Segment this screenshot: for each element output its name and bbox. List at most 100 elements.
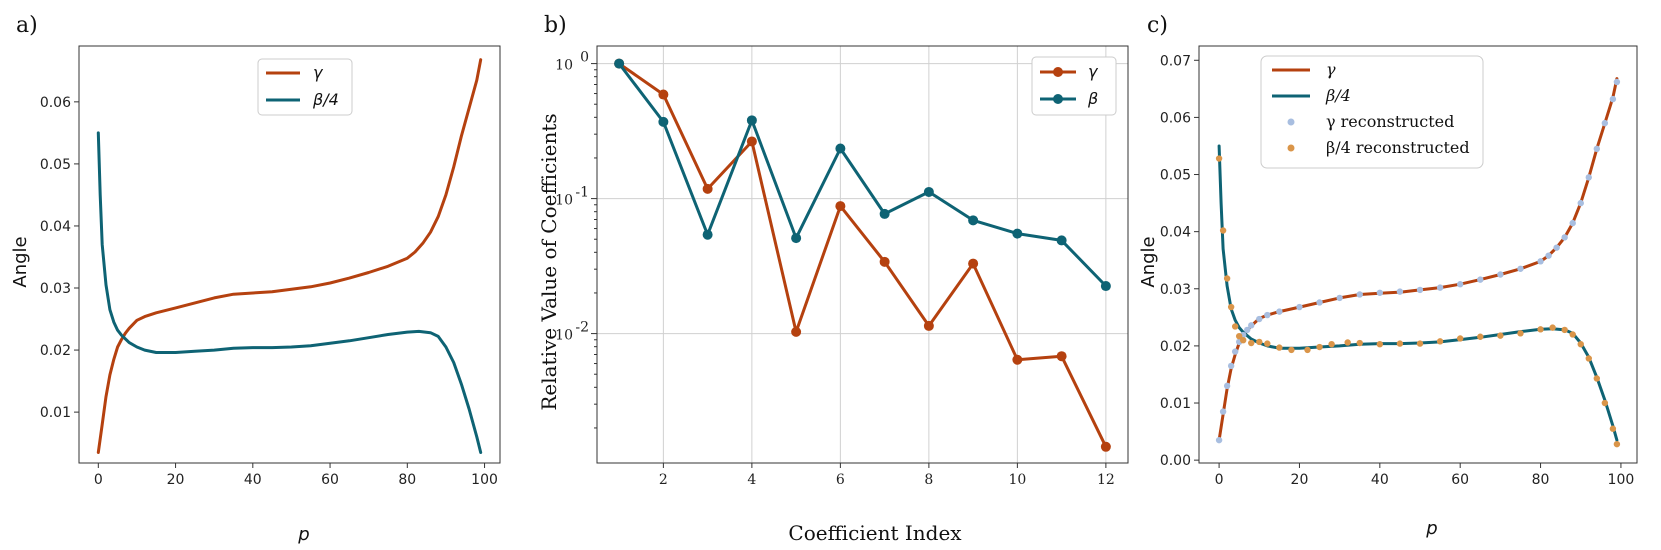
x-tick-label-a: 0 bbox=[94, 472, 103, 488]
y-tick-label-c: 0.07 bbox=[1160, 53, 1191, 69]
series-line-gamma-a bbox=[96, 58, 483, 454]
y-tick-label-a: 0.05 bbox=[40, 157, 71, 173]
data-point-gamma-b bbox=[1100, 441, 1111, 452]
data-point-gamma_recon-c bbox=[1585, 174, 1592, 181]
data-point-gamma_recon-c bbox=[1336, 294, 1343, 302]
data-point-gamma_recon-c bbox=[1248, 322, 1255, 329]
data-point-gamma_recon-c bbox=[1231, 348, 1239, 355]
data-point-gamma_recon-c bbox=[1517, 265, 1524, 272]
data-point-gamma-b bbox=[968, 258, 979, 269]
x-tick-label-c: 100 bbox=[1608, 472, 1635, 488]
data-point-gamma_recon-c bbox=[1219, 408, 1227, 415]
data-point-gamma-b bbox=[835, 201, 846, 212]
data-point-beta_recon-c bbox=[1577, 340, 1584, 348]
data-point-beta-b bbox=[879, 208, 890, 219]
x-tick-label-c: 60 bbox=[1451, 472, 1469, 488]
data-point-beta_recon-c bbox=[1609, 425, 1617, 432]
data-point-beta_recon-c bbox=[1276, 344, 1283, 351]
x-tick-label-b: 8 bbox=[924, 472, 933, 488]
legend-c: γ β/4 γ reconstructed β/4 reconstructed bbox=[1260, 55, 1484, 169]
data-point-gamma_recon-c bbox=[1376, 289, 1384, 296]
data-point-beta-b bbox=[614, 58, 625, 69]
x-tick-label-c: 80 bbox=[1532, 472, 1550, 488]
legend-marker-beta-recon-c bbox=[1287, 144, 1295, 152]
legend-label-gamma-c: γ bbox=[1326, 60, 1336, 79]
data-point-gamma_recon-c bbox=[1593, 145, 1601, 153]
data-point-gamma_recon-c bbox=[1316, 299, 1323, 306]
legend-b: γ β bbox=[1031, 56, 1117, 116]
data-point-beta_recon-c bbox=[1240, 336, 1247, 344]
x-tick-label-b: 10 bbox=[1008, 472, 1026, 488]
panel-a: a) Angle p 0 20 40 60 80 1000.010.020.030.040… bbox=[10, 13, 501, 545]
legend-marker-gamma-recon-c bbox=[1287, 118, 1295, 126]
data-point-beta_recon-c bbox=[1537, 326, 1544, 333]
data-point-beta_recon-c bbox=[1376, 340, 1384, 348]
x-tick-label-a: 60 bbox=[321, 472, 339, 488]
data-point-gamma_recon-c bbox=[1545, 252, 1552, 259]
x-tick-label-c: 20 bbox=[1291, 472, 1309, 488]
data-point-gamma_recon-c bbox=[1223, 382, 1231, 390]
data-point-beta_recon-c bbox=[1223, 275, 1231, 282]
data-point-beta-b bbox=[1056, 235, 1067, 246]
y-tick-label-c: 0.04 bbox=[1160, 225, 1191, 241]
data-point-beta-b bbox=[702, 229, 713, 240]
x-tick-label-a: 80 bbox=[398, 472, 416, 488]
y-axis-label-c: Angle bbox=[1138, 236, 1159, 287]
legend-marker-beta-b bbox=[1053, 94, 1063, 104]
data-point-gamma_recon-c bbox=[1537, 258, 1544, 265]
data-point-beta_recon-c bbox=[1235, 332, 1243, 340]
x-tick-label-b: 2 bbox=[659, 472, 668, 488]
data-point-beta_recon-c bbox=[1396, 340, 1404, 347]
x-tick-label-a: 20 bbox=[167, 472, 185, 488]
panel-label-b: b) bbox=[544, 13, 567, 38]
data-point-gamma-b bbox=[746, 136, 757, 147]
y-tick-label-b: 10 bbox=[555, 193, 573, 209]
y-tick-label-b: 10 bbox=[555, 328, 573, 344]
y-tick-label-a: 0.03 bbox=[40, 281, 71, 297]
y-tick-label-a: 0.01 bbox=[40, 405, 71, 421]
y-tick-label-c: 0.06 bbox=[1160, 110, 1191, 126]
y-tick-label-c: 0.03 bbox=[1160, 282, 1191, 298]
data-point-gamma_recon-c bbox=[1569, 219, 1576, 227]
data-point-gamma_recon-c bbox=[1227, 362, 1235, 370]
legend-marker-gamma-b bbox=[1053, 67, 1063, 77]
x-axis-label-c: p bbox=[1425, 518, 1437, 539]
data-point-beta-b bbox=[791, 233, 802, 244]
data-point-beta_recon-c bbox=[1264, 340, 1271, 347]
data-point-beta_recon-c bbox=[1316, 343, 1323, 351]
axes-frame-b bbox=[596, 45, 1129, 464]
legend-box-c bbox=[1260, 55, 1484, 169]
data-point-beta_recon-c bbox=[1593, 375, 1601, 382]
data-point-beta_recon-c bbox=[1215, 155, 1223, 162]
legend-label-gamma-b: γ bbox=[1088, 62, 1099, 81]
data-point-gamma_recon-c bbox=[1553, 244, 1560, 251]
data-point-beta_recon-c bbox=[1328, 340, 1335, 348]
x-tick-label-b: 6 bbox=[836, 472, 845, 488]
data-point-gamma_recon-c bbox=[1276, 308, 1283, 315]
data-point-beta_recon-c bbox=[1219, 227, 1227, 234]
panel-b: b) Relative Value of Coefficients Coeffi… bbox=[537, 13, 1129, 545]
data-point-gamma_recon-c bbox=[1416, 286, 1424, 294]
data-point-beta_recon-c bbox=[1456, 335, 1464, 342]
x-tick-label-b: 12 bbox=[1097, 472, 1115, 488]
data-point-gamma_recon-c bbox=[1609, 95, 1617, 103]
data-point-beta_recon-c bbox=[1477, 333, 1484, 340]
y-tick-label-a: 0.04 bbox=[40, 219, 71, 235]
data-point-gamma-b bbox=[1012, 354, 1023, 365]
data-point-beta_recon-c bbox=[1497, 332, 1504, 339]
legend-label-beta-recon-c: β/4 reconstructed bbox=[1326, 138, 1470, 157]
data-point-beta_recon-c bbox=[1288, 346, 1295, 354]
data-point-beta_recon-c bbox=[1613, 440, 1621, 448]
panel-label-c: c) bbox=[1147, 13, 1168, 38]
data-point-gamma-b bbox=[791, 326, 802, 337]
data-point-beta_recon-c bbox=[1601, 399, 1609, 407]
data-point-beta-b bbox=[658, 116, 669, 127]
data-point-gamma_recon-c bbox=[1215, 436, 1223, 444]
data-point-beta_recon-c bbox=[1569, 331, 1576, 338]
legend-box-b bbox=[1031, 56, 1117, 116]
data-point-gamma_recon-c bbox=[1244, 326, 1251, 334]
data-point-gamma_recon-c bbox=[1497, 271, 1504, 278]
axes-frame-a bbox=[78, 45, 501, 464]
data-point-beta_recon-c bbox=[1585, 355, 1592, 362]
data-point-gamma-b bbox=[923, 320, 934, 331]
